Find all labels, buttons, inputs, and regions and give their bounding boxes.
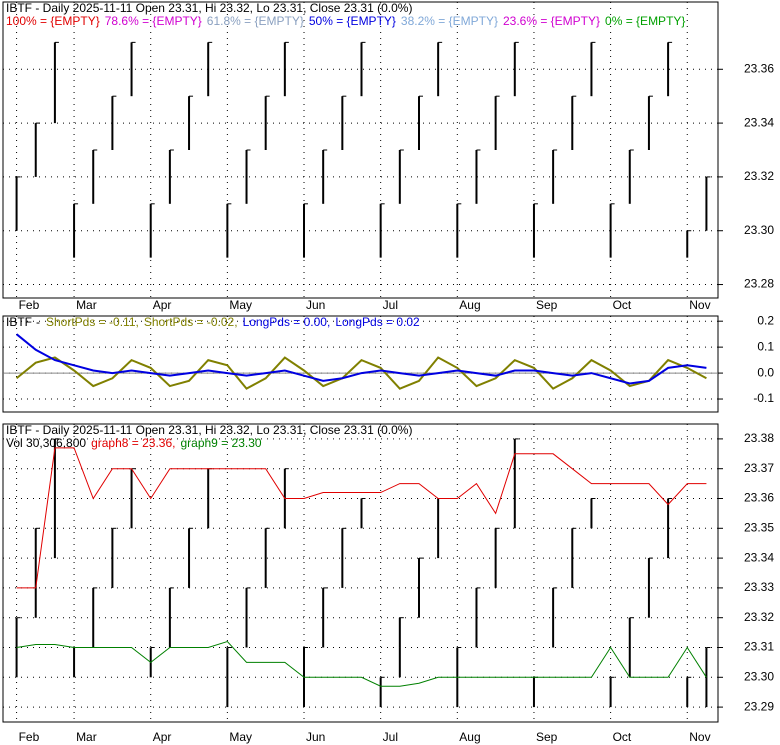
x-tick-label: May xyxy=(229,730,252,744)
x-tick-label: Sep xyxy=(536,298,558,312)
y-tick-label: 23.30 xyxy=(744,223,774,237)
x-tick-label: Apr xyxy=(153,730,172,744)
x-tick-label: Nov xyxy=(689,298,710,312)
y-tick-label: 23.36 xyxy=(744,61,774,75)
separator: - xyxy=(36,315,40,329)
y-tick-label: 23.35 xyxy=(744,520,774,534)
y-tick-label: 23.32 xyxy=(744,610,774,624)
x-tick-label: Mar xyxy=(76,298,97,312)
series-line xyxy=(15,333,707,385)
legend-entry: ShortPds = -0.11, xyxy=(46,315,139,329)
series-line xyxy=(16,447,707,589)
x-tick-label: Aug xyxy=(459,298,480,312)
legend-entry: 100% = {EMPTY} xyxy=(6,14,100,28)
x-tick-label: Oct xyxy=(613,730,632,744)
x-tick-label: Oct xyxy=(613,298,632,312)
y-tick-label: 0.0 xyxy=(757,365,774,379)
panel-title: IBTF xyxy=(6,315,32,329)
y-tick-label: 0.1 xyxy=(757,339,774,353)
y-tick-label: 0.2 xyxy=(757,313,774,327)
y-tick-label: 23.33 xyxy=(744,580,774,594)
plot-frame xyxy=(2,315,719,413)
x-tick-label: Jun xyxy=(306,730,325,744)
legend-entry: LongPds = 0.00, xyxy=(243,315,331,329)
x-tick-label: Apr xyxy=(153,298,172,312)
y-tick-label: 23.32 xyxy=(744,169,774,183)
x-tick-label: Feb xyxy=(19,730,40,744)
legend-entry: 38.2% = {EMPTY} xyxy=(401,14,498,28)
y-tick-label: 23.29 xyxy=(744,699,774,713)
y-tick-label: 23.36 xyxy=(744,491,774,505)
legend-entry: Vol 30,306,800 xyxy=(6,436,86,450)
plot-frame xyxy=(2,423,719,723)
x-tick-label: Aug xyxy=(459,730,480,744)
y-tick-label: -0.1 xyxy=(753,391,774,405)
x-tick-label: Jul xyxy=(383,298,398,312)
y-tick-label: 23.34 xyxy=(744,115,774,129)
series-line xyxy=(16,640,707,687)
x-tick-label: Jul xyxy=(383,730,398,744)
series-line xyxy=(15,356,707,390)
legend-entry: LongPds = 0.02 xyxy=(335,315,420,329)
y-tick-label: 23.37 xyxy=(744,461,774,475)
x-tick-label: May xyxy=(229,298,252,312)
legend-entry: ShortPds = -0.02, xyxy=(144,315,238,329)
legend-entry: 23.6% = {EMPTY} xyxy=(503,14,600,28)
legend-entry: 50% = {EMPTY} xyxy=(309,14,396,28)
x-tick-label: Nov xyxy=(689,730,710,744)
legend-entry: graph8 = 23.36, xyxy=(91,436,175,450)
x-tick-label: Mar xyxy=(76,730,97,744)
legend-entry: 61.8% = {EMPTY} xyxy=(207,14,304,28)
y-tick-label: 23.38 xyxy=(744,431,774,445)
y-tick-label: 23.31 xyxy=(744,640,774,654)
legend-entry: graph9 = 23.30 xyxy=(180,436,261,450)
y-tick-label: 23.34 xyxy=(744,550,774,564)
legend-entry: 0% = {EMPTY} xyxy=(605,14,685,28)
y-tick-label: 23.30 xyxy=(744,669,774,683)
x-tick-label: Sep xyxy=(536,730,558,744)
legend-entry: 78.6% = {EMPTY} xyxy=(105,14,202,28)
plot-frame xyxy=(2,1,719,299)
y-tick-label: 23.28 xyxy=(744,277,774,291)
x-tick-label: Feb xyxy=(19,298,40,312)
panel-title: IBTF - Daily 2025-11-11 Open 23.31, Hi 2… xyxy=(6,1,412,15)
panel-title: IBTF - Daily 2025-11-11 Open 23.31, Hi 2… xyxy=(6,423,412,437)
x-tick-label: Jun xyxy=(306,298,325,312)
